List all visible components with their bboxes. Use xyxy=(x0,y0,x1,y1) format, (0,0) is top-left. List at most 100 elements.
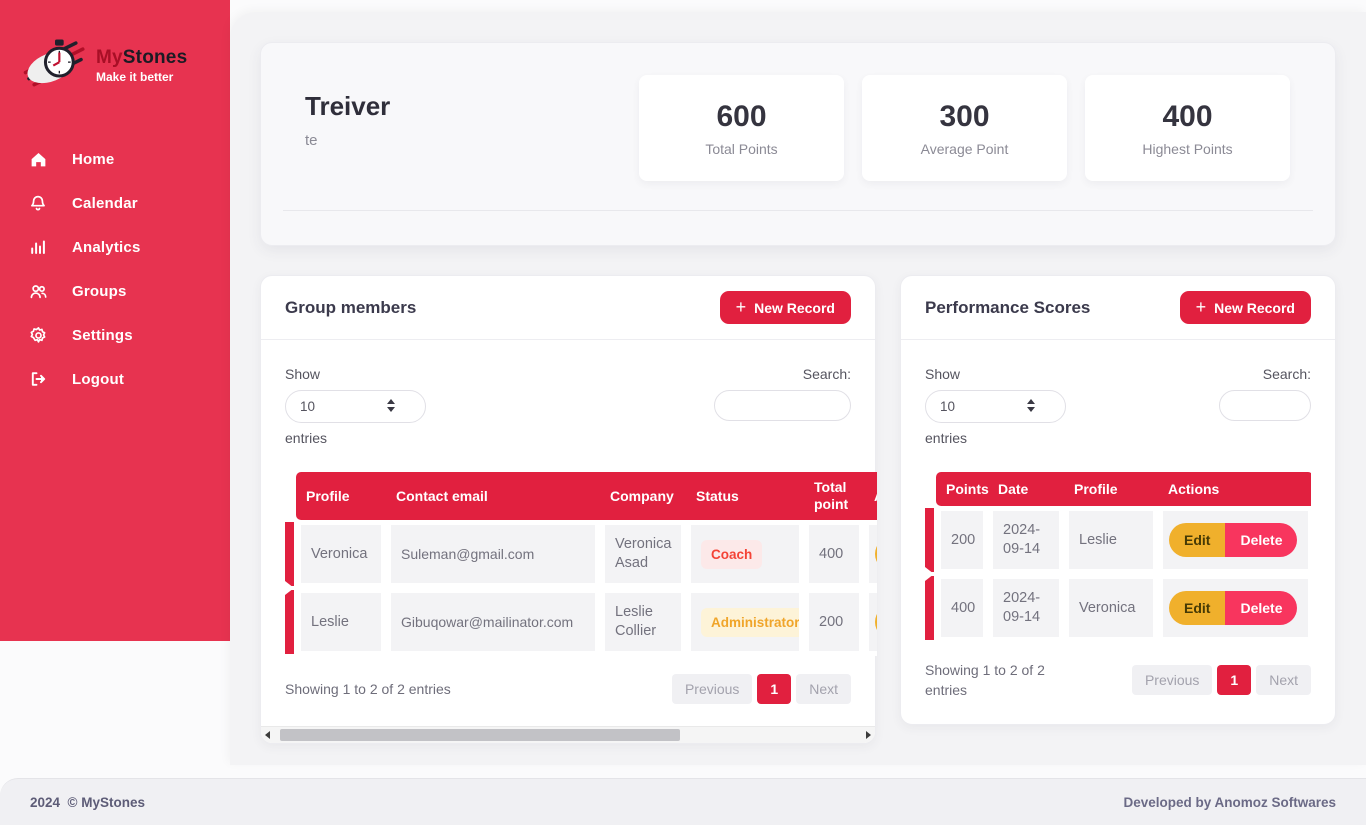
cell-points: 400 xyxy=(936,574,988,642)
scrollbar-left-arrow-icon[interactable] xyxy=(265,731,270,739)
edit-button[interactable]: Edit xyxy=(875,605,877,639)
new-record-button[interactable]: + New Record xyxy=(719,291,851,324)
edit-button[interactable]: Edit xyxy=(875,537,877,571)
cell-company: Veronica Asad xyxy=(600,520,686,588)
column-header-points[interactable]: Points xyxy=(936,472,989,506)
page-size-select[interactable]: 10 xyxy=(285,390,426,423)
search-input[interactable] xyxy=(1219,390,1311,421)
stat-value: 400 xyxy=(1162,99,1213,133)
new-record-label: New Record xyxy=(1214,299,1295,316)
cell-date: 2024-09-14 xyxy=(988,506,1064,574)
column-header-profile[interactable]: Profile xyxy=(296,472,386,520)
home-icon xyxy=(28,149,48,169)
scrollbar-right-arrow-icon[interactable] xyxy=(866,731,871,739)
next-page-button[interactable]: Next xyxy=(1256,665,1311,695)
search-input[interactable] xyxy=(714,390,851,421)
column-header-profile[interactable]: Profile xyxy=(1064,472,1158,506)
sidebar-item-groups[interactable]: Groups xyxy=(0,269,230,313)
brand-rest: Stones xyxy=(122,47,188,68)
scrollbar-thumb[interactable] xyxy=(280,729,680,741)
cell-profile: Leslie xyxy=(1064,506,1158,574)
page-number-button[interactable]: 1 xyxy=(1217,665,1252,695)
table-header-row: Profile Contact email Company Status Tot… xyxy=(296,472,877,520)
summary-divider xyxy=(283,210,1313,211)
cell-contact-email: Suleman@gmail.com xyxy=(386,520,600,588)
column-header-date[interactable]: Date xyxy=(988,472,1064,506)
status-badge: Administrator xyxy=(701,607,799,637)
select-arrows-icon xyxy=(387,399,395,412)
sidebar-item-label: Logout xyxy=(72,370,125,388)
sidebar-item-analytics[interactable]: Analytics xyxy=(0,225,230,269)
cell-contact-email: Gibuqowar@mailinator.com xyxy=(386,588,600,656)
previous-page-button[interactable]: Previous xyxy=(671,674,753,704)
row-accent-ribbon xyxy=(285,590,294,654)
group-name: Treiver xyxy=(305,91,391,121)
show-label: Show xyxy=(925,366,961,382)
edit-button[interactable]: Edit xyxy=(1169,523,1226,557)
plus-icon: + xyxy=(735,296,747,317)
column-header-total-point[interactable]: Total point xyxy=(804,472,864,520)
select-arrows-icon xyxy=(1027,399,1035,412)
showing-entries-text: Showing 1 to 2 of 2 entries xyxy=(285,681,451,697)
horizontal-scrollbar[interactable] xyxy=(261,726,875,743)
column-header-actions[interactable]: Actions xyxy=(1158,472,1311,506)
edit-button[interactable]: Edit xyxy=(1169,591,1226,625)
bell-icon xyxy=(28,193,48,213)
sidebar-item-settings[interactable]: Settings xyxy=(0,313,230,357)
page-size-control: Show 10 entries xyxy=(285,366,426,446)
cell-profile: Leslie xyxy=(296,588,386,656)
group-members-table: Profile Contact email Company Status Tot… xyxy=(296,472,877,656)
table-header-row: Points Date Profile Actions xyxy=(936,472,1311,506)
row-accent-ribbon xyxy=(925,576,934,640)
sidebar-item-logout[interactable]: Logout xyxy=(0,357,230,401)
column-header-actions[interactable]: Actions xyxy=(864,472,877,520)
table-row: 400 2024-09-14 Veronica Edit Delete xyxy=(936,574,1311,642)
logout-icon xyxy=(28,369,48,389)
search-control: Search: xyxy=(714,366,851,446)
brand-tagline: Make it better xyxy=(96,70,174,84)
users-icon xyxy=(28,281,48,301)
previous-page-button[interactable]: Previous xyxy=(1131,665,1213,695)
stat-card-total-points: 600 Total Points xyxy=(639,75,844,181)
sidebar-item-calendar[interactable]: Calendar xyxy=(0,181,230,225)
table-row: Veronica Suleman@gmail.com Veronica Asad… xyxy=(296,520,877,588)
page-size-value: 10 xyxy=(300,399,316,414)
stat-card-highest-points: 400 Highest Points xyxy=(1085,75,1290,181)
delete-button[interactable]: Delete xyxy=(1225,523,1298,557)
main-content: Treiver te 600 Total Points 300 Average … xyxy=(230,12,1366,765)
panel-title: Group members xyxy=(285,297,417,317)
show-label: Show xyxy=(285,366,321,382)
row-accent-ribbon xyxy=(925,508,934,572)
status-badge: Coach xyxy=(701,539,763,569)
cell-status: Administrator xyxy=(686,588,804,656)
page-size-control: Show 10 entries xyxy=(925,366,1066,446)
column-header-company[interactable]: Company xyxy=(600,472,686,520)
performance-scores-table-zone: Points Date Profile Actions 200 2024-09-… xyxy=(925,472,1311,642)
logo[interactable]: MyStones Make it better xyxy=(0,0,230,123)
sidebar-item-home[interactable]: Home xyxy=(0,137,230,181)
column-header-contact-email[interactable]: Contact email xyxy=(386,472,600,520)
stat-value: 600 xyxy=(716,99,767,133)
page-size-select[interactable]: 10 xyxy=(925,390,1066,423)
search-label: Search: xyxy=(1262,366,1311,382)
sidebar-item-label: Home xyxy=(72,150,115,168)
sidebar: MyStones Make it better Home Calendar An… xyxy=(0,0,230,641)
entries-label: entries xyxy=(925,430,968,446)
column-header-status[interactable]: Status xyxy=(686,472,804,520)
new-record-button[interactable]: + New Record xyxy=(1179,291,1311,324)
stat-label: Highest Points xyxy=(1142,140,1233,157)
entries-label: entries xyxy=(285,430,328,446)
delete-button[interactable]: Delete xyxy=(1225,591,1298,625)
sidebar-nav: Home Calendar Analytics Groups Settings xyxy=(0,137,230,401)
cell-points: 200 xyxy=(936,506,988,574)
copyright-text: 2024 © MyStones xyxy=(30,794,145,810)
page-number-button[interactable]: 1 xyxy=(757,674,792,704)
next-page-button[interactable]: Next xyxy=(796,674,851,704)
group-title-block: Treiver te xyxy=(261,75,390,149)
new-record-label: New Record xyxy=(754,299,835,316)
sidebar-item-label: Calendar xyxy=(72,194,138,212)
